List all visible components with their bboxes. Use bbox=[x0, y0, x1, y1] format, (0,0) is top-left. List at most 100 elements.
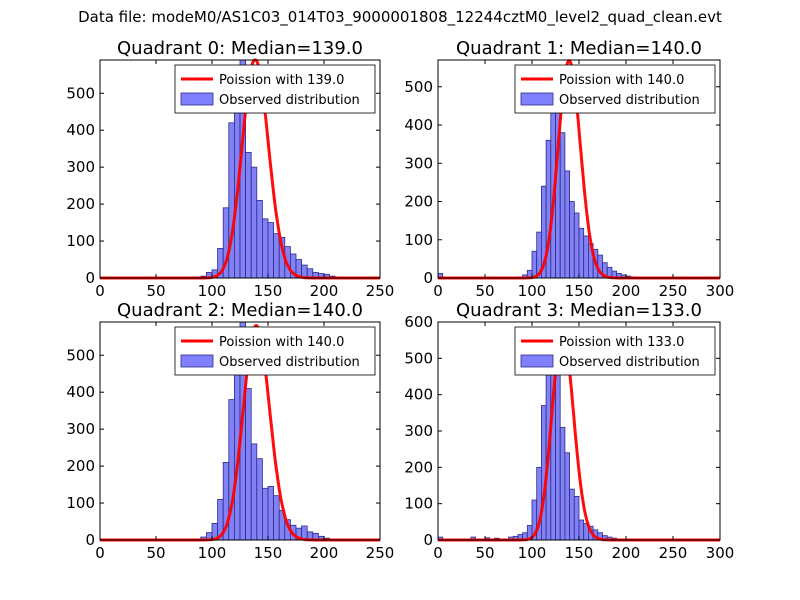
histogram-bar bbox=[245, 388, 252, 541]
x-tick-label: 150 bbox=[565, 282, 594, 300]
x-tick-label: 250 bbox=[366, 544, 395, 562]
x-tick-label: 50 bbox=[475, 282, 494, 300]
y-tick-label: 500 bbox=[66, 84, 95, 102]
y-tick-label: 600 bbox=[404, 313, 433, 331]
x-tick-label: 0 bbox=[433, 282, 443, 300]
x-tick-label: 50 bbox=[146, 282, 165, 300]
y-tick-label: 200 bbox=[404, 193, 433, 211]
x-tick-label: 300 bbox=[706, 544, 735, 562]
legend-bar-label: Observed distribution bbox=[219, 93, 360, 108]
histogram-bar bbox=[261, 218, 269, 279]
y-tick-label: 300 bbox=[404, 422, 433, 440]
histogram-bars bbox=[437, 86, 641, 279]
histogram-bar bbox=[267, 222, 274, 279]
histogram-bar bbox=[267, 486, 274, 541]
legend-bar-swatch bbox=[520, 92, 554, 106]
histogram-bar bbox=[559, 132, 566, 279]
y-tick-label: 300 bbox=[66, 158, 95, 176]
histogram-bar bbox=[256, 458, 263, 541]
y-axis: 0 100 200 300 400 500 bbox=[404, 78, 720, 287]
x-tick-label: 100 bbox=[518, 544, 547, 562]
histogram-bar bbox=[559, 426, 566, 541]
histogram-bar bbox=[261, 487, 269, 541]
x-tick-label: 150 bbox=[565, 544, 594, 562]
y-tick-label: 200 bbox=[66, 195, 95, 213]
x-tick-label: 200 bbox=[612, 282, 641, 300]
y-tick-label: 200 bbox=[404, 458, 433, 476]
histogram-bar bbox=[573, 495, 580, 541]
x-tick-label: 0 bbox=[95, 544, 105, 562]
legend-bar-label: Observed distribution bbox=[559, 93, 700, 108]
legend-bar-label: Observed distribution bbox=[559, 355, 700, 370]
y-tick-label: 400 bbox=[404, 116, 433, 134]
quadrant-1-title: Quadrant 1: Median=140.0 bbox=[456, 38, 702, 59]
x-tick-label: 0 bbox=[433, 544, 443, 562]
y-tick-label: 0 bbox=[423, 269, 433, 287]
x-tick-label: 200 bbox=[310, 282, 339, 300]
y-tick-label: 0 bbox=[423, 531, 433, 549]
y-tick-label: 100 bbox=[66, 494, 95, 512]
histogram-bar bbox=[555, 365, 561, 541]
quadrant-2-chart: Quadrant 2: Median=140.00 50 100 150 200 2500… bbox=[66, 300, 394, 562]
x-tick-label: 50 bbox=[146, 544, 165, 562]
y-axis: 0 100 200 300 400 500 600 bbox=[404, 313, 720, 549]
x-axis: 0 50 100 150 200 250 300 bbox=[433, 60, 734, 300]
histogram-bar bbox=[250, 166, 258, 279]
y-axis: 0 100 200 300 400 500 bbox=[66, 346, 380, 549]
x-tick-label: 250 bbox=[659, 282, 688, 300]
histogram-bar bbox=[256, 200, 263, 279]
x-tick-label: 250 bbox=[366, 282, 395, 300]
histogram-bar bbox=[250, 443, 258, 541]
histogram-bar bbox=[573, 212, 580, 279]
y-tick-label: 300 bbox=[66, 420, 95, 438]
x-tick-label: 100 bbox=[198, 544, 227, 562]
histogram-bar bbox=[583, 235, 589, 279]
legend: Poission with 140.0 Observed distribution bbox=[514, 64, 716, 114]
histogram-bar bbox=[273, 233, 280, 279]
histogram-bar bbox=[569, 201, 575, 279]
legend: Poission with 133.0 Observed distribution bbox=[514, 326, 716, 376]
histogram-bar bbox=[228, 122, 235, 279]
quadrant-1-chart: Quadrant 1: Median=140.0 0 50 100 150 200 250 3… bbox=[404, 38, 734, 300]
y-tick-label: 200 bbox=[66, 457, 95, 475]
histogram-bar bbox=[569, 488, 575, 541]
axes-frame bbox=[99, 59, 381, 279]
legend-bar-swatch bbox=[520, 354, 554, 368]
quadrant-0-title: Quadrant 0: Median=139.0 bbox=[117, 38, 363, 59]
axes-frame bbox=[99, 321, 381, 541]
legend-line-label: Poission with 139.0 bbox=[219, 73, 344, 88]
x-tick-label: 200 bbox=[612, 544, 641, 562]
x-tick-label: 0 bbox=[95, 282, 105, 300]
x-axis: 0 50 100 150 200 250 bbox=[95, 322, 394, 562]
y-tick-label: 500 bbox=[66, 346, 95, 364]
x-tick-label: 250 bbox=[659, 544, 688, 562]
x-tick-label: 150 bbox=[254, 282, 283, 300]
y-tick-label: 400 bbox=[66, 121, 95, 139]
legend: Poission with 140.0 Observed distribution bbox=[174, 326, 376, 376]
y-tick-label: 100 bbox=[66, 232, 95, 250]
y-axis: 0 100 200 300 400 500 bbox=[66, 84, 380, 287]
histogram-bars bbox=[194, 321, 342, 541]
legend-bar-swatch bbox=[180, 92, 214, 106]
y-tick-label: 300 bbox=[404, 154, 433, 172]
y-tick-label: 500 bbox=[404, 78, 433, 96]
x-axis: 0 50 100 150 200 250 bbox=[95, 60, 394, 300]
quadrant-3-chart: Quadrant 3: Median=133.0 0 50 100 150 200 250 3… bbox=[404, 300, 734, 562]
x-tick-label: 50 bbox=[475, 544, 494, 562]
y-tick-label: 100 bbox=[404, 231, 433, 249]
x-tick-label: 300 bbox=[706, 282, 735, 300]
legend-bar-swatch bbox=[180, 354, 214, 368]
quadrant-0-chart: Quadrant 0: Median=139.00 50 100 150 200 2500… bbox=[66, 38, 394, 300]
histogram-bar bbox=[245, 151, 252, 279]
histogram-bar bbox=[578, 227, 585, 279]
y-tick-label: 500 bbox=[404, 349, 433, 367]
x-tick-label: 100 bbox=[198, 282, 227, 300]
figure-suptitle: Data file: modeM0/AS1C03_014T03_90000018… bbox=[78, 8, 722, 26]
legend-line-label: Poission with 133.0 bbox=[559, 335, 684, 350]
legend-line-label: Poission with 140.0 bbox=[559, 73, 684, 88]
legend: Poission with 139.0 Observed distribution bbox=[174, 64, 376, 114]
x-tick-label: 100 bbox=[518, 282, 547, 300]
histogram-bar bbox=[578, 519, 585, 541]
y-tick-label: 0 bbox=[85, 269, 95, 287]
